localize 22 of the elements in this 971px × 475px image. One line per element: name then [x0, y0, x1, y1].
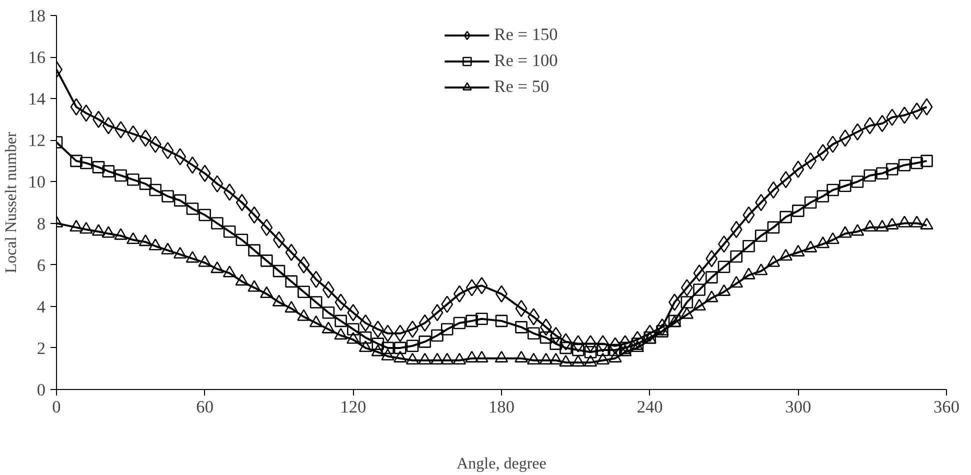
y-tick-label: 8	[36, 214, 46, 234]
x-tick-label: 0	[52, 398, 61, 416]
x-tick-label: 300	[785, 398, 812, 416]
y-axis-title: Local Nusselt number	[3, 131, 20, 274]
y-tick-label: 10	[28, 172, 46, 192]
x-tick-label: 240	[636, 398, 663, 416]
y-tick-label: 16	[28, 48, 46, 68]
x-tick-label: 120	[340, 398, 366, 416]
x-axis-title: Angle, degree	[456, 456, 546, 472]
x-tick-label: 60	[196, 398, 214, 416]
y-tick-label: 0	[36, 380, 46, 400]
legend-label: Re = 150	[494, 25, 558, 45]
legend-label: Re = 100	[494, 51, 558, 71]
y-tick-label: 6	[36, 256, 46, 275]
legend-label: Re = 50	[494, 77, 550, 97]
x-tick-label: 180	[488, 398, 515, 416]
y-tick-label: 12	[28, 131, 46, 150]
y-tick-label: 14	[28, 90, 46, 109]
y-tick-label: 18	[28, 6, 46, 26]
x-tick-label: 360	[934, 398, 960, 416]
y-tick-label: 2	[36, 338, 46, 358]
y-tick-label: 4	[36, 297, 46, 316]
